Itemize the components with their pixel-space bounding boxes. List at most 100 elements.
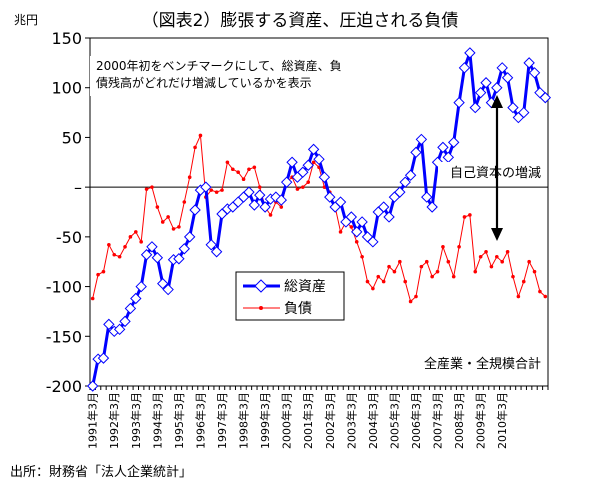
liabilities-point xyxy=(381,279,386,284)
x-tick-label: 1994年3月 xyxy=(150,392,164,449)
assets-point xyxy=(243,186,255,198)
assets-point xyxy=(453,96,465,109)
liabilities-point xyxy=(511,274,515,279)
assets-point xyxy=(377,201,390,213)
liabilities-point xyxy=(473,269,478,274)
liabilities-point xyxy=(123,245,127,249)
assets-point xyxy=(124,302,137,315)
liabilities-point xyxy=(144,187,149,191)
assets-point xyxy=(383,211,395,223)
liabilities-point xyxy=(484,249,488,254)
y-axis: 150 100 50 – -50 -100 -150 -200 xyxy=(46,29,90,396)
liabilities-point xyxy=(117,254,122,259)
liabilities-point xyxy=(268,213,273,217)
y-tick-label: -50 xyxy=(56,228,82,247)
liabilities-point xyxy=(257,185,262,189)
liabilities-point xyxy=(236,170,240,175)
x-tick-label: 1997年3月 xyxy=(215,392,229,449)
assets-point xyxy=(178,243,191,255)
x-tick-label: 2005年3月 xyxy=(387,392,401,449)
assets-point xyxy=(275,194,287,206)
x-tick-label: 1995年3月 xyxy=(172,392,186,449)
liabilities-point xyxy=(387,264,391,269)
source-note: 出所：財務省「法人企業統計」 xyxy=(10,464,192,480)
legend-box xyxy=(235,271,345,321)
liabilities-point xyxy=(360,254,364,259)
assets-point xyxy=(162,283,174,296)
assets-point xyxy=(404,169,417,181)
x-tick-label: 2008年3月 xyxy=(452,392,466,449)
y-tick-label: 150 xyxy=(51,29,82,48)
liabilities-point xyxy=(134,230,138,234)
liabilities-point xyxy=(338,230,343,234)
assets-point xyxy=(97,352,110,364)
series-liabilities xyxy=(90,133,548,304)
assets-point xyxy=(334,196,347,208)
liabilities-point xyxy=(209,188,214,192)
liabilities-point xyxy=(128,235,133,239)
assets-point xyxy=(135,280,147,293)
y-tick-label: 100 xyxy=(51,79,82,98)
x-tick-label: 2010年3月 xyxy=(495,392,509,449)
assets-point xyxy=(539,91,552,104)
liabilities-point xyxy=(392,269,397,274)
assets-point xyxy=(496,62,508,74)
assets-point xyxy=(415,133,428,146)
assets-point xyxy=(345,211,358,223)
liabilities-point xyxy=(446,259,451,264)
liabilities-point xyxy=(478,254,483,259)
liabilities-point xyxy=(220,188,224,192)
equity-arrow-head-down xyxy=(491,228,503,241)
legend: 総資産 負債 xyxy=(235,271,345,321)
liabilities-point xyxy=(495,254,499,259)
assets-point xyxy=(130,292,142,305)
liabilities-point xyxy=(155,205,160,209)
liabilities-point xyxy=(365,279,370,284)
assets-point xyxy=(394,186,406,198)
liabilities-point xyxy=(527,259,531,264)
series-assets xyxy=(86,47,552,392)
assets-point xyxy=(351,226,363,238)
liabilities-point xyxy=(230,167,235,172)
liabilities-point xyxy=(543,294,548,299)
liabilities-point xyxy=(96,272,100,277)
liabilities-point xyxy=(398,259,402,264)
y-axis-unit: 兆円 xyxy=(14,13,38,27)
x-tick-label: 1991年3月 xyxy=(86,392,100,449)
liabilities-point xyxy=(150,185,154,189)
assets-point xyxy=(86,380,99,392)
note-line-2: 債残高がどれだけ増減しているかを表示 xyxy=(96,75,312,90)
liabilities-point xyxy=(424,259,429,264)
assets-point xyxy=(183,231,196,243)
legend-assets-label: 総資産 xyxy=(284,279,326,295)
x-tick-label: 2004年3月 xyxy=(366,392,380,449)
y-tick-label: – xyxy=(74,178,82,197)
assets-point xyxy=(254,189,266,201)
liabilities-point xyxy=(500,259,505,264)
liabilities-point xyxy=(349,225,354,229)
assets-point xyxy=(464,47,476,59)
assets-point xyxy=(119,315,131,328)
liabilities-point xyxy=(171,227,176,231)
liabilities-point xyxy=(538,289,542,294)
liabilities-point xyxy=(101,269,106,274)
assets-point xyxy=(140,249,153,261)
liabilities-point xyxy=(139,240,143,244)
x-tick-label: 2001年3月 xyxy=(301,392,315,449)
liabilities-point xyxy=(90,296,95,301)
scope-label: 全産業・全規模合計 xyxy=(424,356,541,372)
assets-point xyxy=(507,101,519,114)
assets-point xyxy=(410,146,422,159)
assets-point xyxy=(399,176,411,188)
x-tick-label: 1993年3月 xyxy=(129,392,143,449)
liabilities-point xyxy=(376,274,381,279)
liabilities-point xyxy=(225,160,230,165)
assets-point xyxy=(324,191,336,203)
liabilities-point xyxy=(160,220,165,224)
assets-point xyxy=(157,277,169,290)
liabilities-point xyxy=(457,245,461,249)
assets-point xyxy=(210,246,223,258)
x-tick-label: 1999年3月 xyxy=(258,392,272,449)
liabilities-point xyxy=(295,187,300,191)
liabilities-point xyxy=(414,294,418,299)
